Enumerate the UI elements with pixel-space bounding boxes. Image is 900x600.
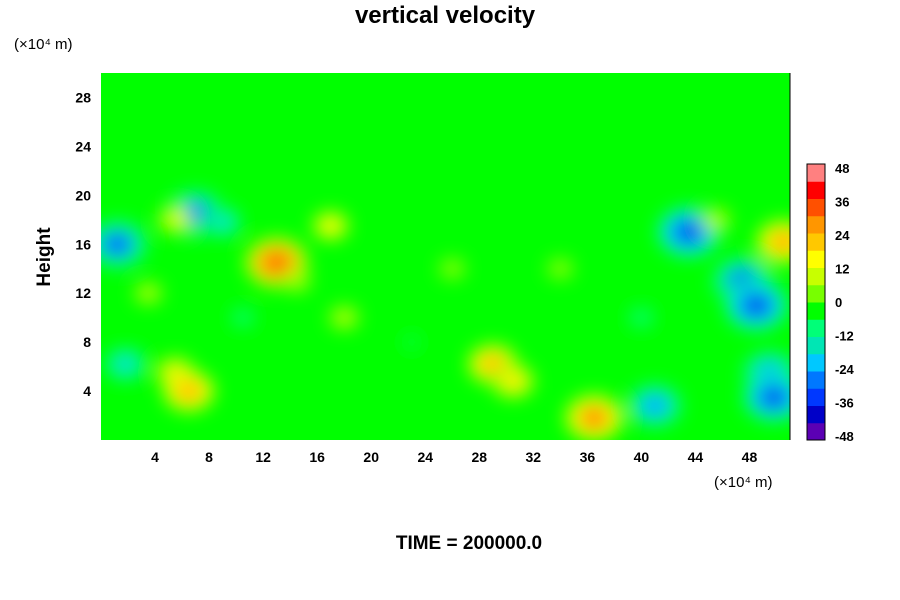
feature-blob xyxy=(268,256,285,269)
feature-blob xyxy=(170,216,180,224)
feature-blob xyxy=(711,216,720,223)
feature-blob xyxy=(109,238,125,251)
colorbar-tick-label: 24 xyxy=(835,228,850,243)
x-tick-label: 32 xyxy=(526,449,542,465)
colorbar-tick-label: 36 xyxy=(835,195,849,210)
colorbar-swatch xyxy=(807,215,825,234)
colorbar-swatch xyxy=(807,198,825,217)
y-tick-label: 20 xyxy=(75,187,91,203)
feature-blob xyxy=(340,314,349,321)
feature-blob xyxy=(637,314,646,321)
x-tick-label: 24 xyxy=(417,449,433,465)
feature-blob xyxy=(293,278,301,284)
x-tick-label: 20 xyxy=(363,449,379,465)
colorbar: 48 36 24 12 0 -12 -24 -36 -48 xyxy=(806,161,855,444)
y-tick-labels: 4 8 12 16 20 24 28 xyxy=(75,89,91,399)
colorbar-swatch xyxy=(807,181,825,199)
y-tick-label: 12 xyxy=(75,285,91,301)
feature-blob xyxy=(182,385,196,397)
feature-blob xyxy=(766,391,782,404)
colorbar-tick-label: 48 xyxy=(835,161,849,176)
feature-blob xyxy=(325,222,336,230)
colorbar-swatch xyxy=(807,388,825,406)
colorbar-swatch xyxy=(807,284,825,303)
x-tick-label: 16 xyxy=(309,449,325,465)
colorbar-swatch xyxy=(807,319,825,337)
feature-blob xyxy=(448,266,456,272)
y-tick-label: 16 xyxy=(75,236,91,252)
y-tick-label: 28 xyxy=(75,89,91,105)
x-tick-labels: 4 8 12 16 20 24 28 32 36 40 44 48 xyxy=(151,449,757,465)
y-unit-label: (×10⁴ m) xyxy=(14,36,73,53)
feature-blob xyxy=(586,412,602,424)
x-tick-label: 28 xyxy=(471,449,487,465)
feature-blob xyxy=(238,314,247,321)
colorbar-swatch xyxy=(807,371,825,389)
x-unit-label: (×10⁴ m) xyxy=(714,474,773,491)
x-tick-label: 12 xyxy=(255,449,271,465)
feature-blobs xyxy=(101,190,790,440)
colorbar-tick-label: -24 xyxy=(835,362,855,377)
feature-blob xyxy=(680,225,697,239)
x-tick-label: 36 xyxy=(580,449,596,465)
x-tick-label: 40 xyxy=(634,449,650,465)
y-tick-label: 24 xyxy=(75,138,91,154)
feature-blob xyxy=(557,266,564,272)
feature-blob xyxy=(748,299,765,312)
y-tick-label: 8 xyxy=(83,334,91,350)
feature-blob xyxy=(408,339,416,346)
colorbar-swatch xyxy=(807,233,825,251)
colorbar-tick-label: -12 xyxy=(835,329,854,344)
x-tick-label: 48 xyxy=(742,449,758,465)
colorbar-tick-label: -36 xyxy=(835,396,854,411)
feature-blob xyxy=(144,290,152,297)
plot-area xyxy=(101,73,790,440)
colorbar-frame xyxy=(806,163,826,441)
feature-blob xyxy=(507,376,519,386)
y-tick-label: 4 xyxy=(83,383,91,399)
feature-blob xyxy=(486,359,499,370)
feature-blob xyxy=(217,218,228,227)
feature-blob xyxy=(776,236,790,248)
x-tick-label: 4 xyxy=(151,449,159,465)
feature-blob xyxy=(119,359,132,369)
time-label: TIME = 200000.0 xyxy=(396,533,542,554)
colorbar-swatch xyxy=(807,336,825,355)
colorbar-tick-label: 0 xyxy=(835,295,842,310)
chart-title: vertical velocity xyxy=(355,2,536,29)
colorbar-swatch xyxy=(807,267,825,286)
colorbar-tick-label: 12 xyxy=(835,262,849,277)
x-tick-label: 44 xyxy=(688,449,704,465)
feature-blob xyxy=(648,400,662,412)
colorbar-swatch xyxy=(807,422,825,441)
colorbar-swatch xyxy=(807,164,825,182)
colorbar-tick-label: -48 xyxy=(835,429,854,444)
colorbar-swatch xyxy=(807,302,825,320)
colorbar-swatch xyxy=(807,405,825,424)
x-tick-label: 8 xyxy=(205,449,213,465)
colorbar-swatch xyxy=(807,250,825,268)
y-axis-label: Height xyxy=(34,227,55,287)
colorbar-swatch xyxy=(807,353,825,372)
